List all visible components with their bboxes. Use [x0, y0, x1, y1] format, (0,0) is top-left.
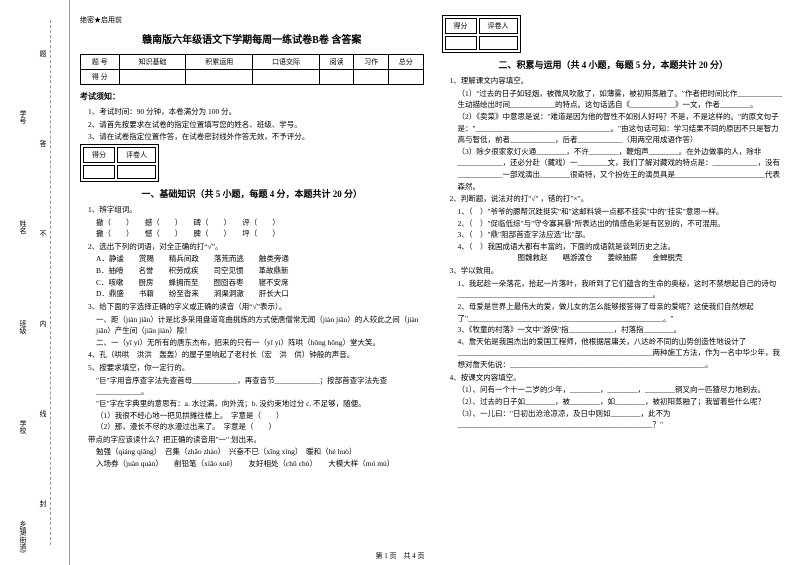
q1-line: 撒（ ） 憾（ ） 脾（ ） 坪（ ）: [96, 228, 424, 240]
s2q3-line: 2、母爱是世界上最伟大的爱，做儿女的怎么能够报答得了母亲的爱呢？这使我们自然想起…: [458, 301, 786, 324]
binding-field-township: 乡镇(街道): [18, 520, 28, 553]
score-cell: [319, 70, 354, 85]
exam-title: 赣南版六年级语文下学期每周一练试卷B卷 含答案: [80, 31, 424, 46]
s2q1-heading: 1、理解课文内容填空。: [450, 75, 786, 87]
notice-item: 1、考试时间：90 分钟，本卷满分为 100 分。: [88, 106, 424, 118]
score-header: 题 号: [81, 55, 120, 70]
q3-line: 一、距（jiàn jiān）计是比多采用盘道弯曲挑炼的方式使唐僧常无闻（jiàn…: [96, 314, 424, 337]
q4-heading: 4、孔（哄哄 洪洪 轰轰）的屋子里响起了老村长（宏 洪 供）钟般的声音。: [88, 349, 424, 361]
scorer-cell: [117, 165, 156, 179]
q5-line: （2）那，漫长不尽的水漫过出来了。 字意是（ ）: [96, 421, 424, 433]
right-column: 得分 评卷人 二、积累与运用（共 4 小题，每题 5 分，本题共计 20 分） …: [442, 15, 786, 545]
q1-heading: 1、辨字组词。: [88, 204, 424, 216]
secret-label: 绝密★启用前: [80, 15, 424, 25]
seal-char: 不: [38, 230, 48, 237]
s2q2-line: 图魏救赵 唱游渡仓 姜峡抽薪 金蝉脱壳: [458, 252, 786, 264]
q2-option: D．鼎盛 书籍 纷至沓来 涧渠洞澈 肝长大口: [96, 288, 424, 300]
page-content: 绝密★启用前 赣南版六年级语文下学期每周一练试卷B卷 含答案 题 号 知识基础 …: [80, 15, 785, 545]
table-row: 得 分: [81, 70, 424, 85]
section-1-title: 一、基础知识（共 5 小题，每题 4 分，本题共计 20 分）: [80, 187, 424, 200]
q1-line: 撤（ ） 撼（ ） 碑（ ） 评（ ）: [96, 217, 424, 229]
notice-item: 3、请在试卷指定位置作答，在试卷密封线外作答无效，不予评分。: [88, 131, 424, 143]
q6-line: 入场券（juàn quàn） 削铅笔（xiāo xuē） 友好相处（chǔ ch…: [96, 458, 424, 470]
binding-dashed-line: [50, 20, 51, 545]
seal-char: 线: [38, 410, 48, 417]
scorer-box: 得分 评卷人: [80, 144, 159, 182]
notice-heading: 考试须知：: [80, 91, 424, 102]
s2q4-heading: 4、按课文内容填空。: [450, 372, 786, 384]
q5-line: （1）我很不经心地一把见拱摊往楼上。 字意是（ ）: [96, 410, 424, 422]
q6-line: 勉强（qiáng qiǎng） 召集（zhāo zhào） 兴奋不已（xīng …: [96, 446, 424, 458]
s2q3-line: 3、《牧童的村落》一文中"游侠"指____________，村落指_______…: [458, 324, 786, 336]
s2q2-line: 3、（ ）"鼎"阻部首查字法应选"比"部。: [458, 229, 786, 241]
score-cell: [253, 70, 320, 85]
scorer-label: 得分: [83, 147, 115, 163]
score-header: 习作: [354, 55, 389, 70]
scorer-box: 得分 评卷人: [442, 15, 521, 53]
binding-field-class: 班级: [18, 320, 28, 334]
score-header: 总分: [388, 55, 423, 70]
seal-char: 内: [38, 320, 48, 327]
score-cell: [119, 70, 186, 85]
q2-option: B．抽噎 名誉 积劳成疾 司空见惯 革故鼎新: [96, 265, 424, 277]
score-label: 得 分: [81, 70, 120, 85]
score-cell: [388, 70, 423, 85]
s2q4-line: （2）、过去的日子如________，被________，如________，被…: [458, 396, 786, 408]
seal-char: 答: [38, 140, 48, 147]
binding-margin: 乡镇(街道) 学校 班级 姓名 学号 封 线 内 不 答 题: [0, 0, 70, 565]
binding-field-id: 学号: [18, 110, 28, 124]
seal-char: 题: [38, 50, 48, 57]
binding-field-school: 学校: [18, 420, 28, 434]
score-cell: [186, 70, 253, 85]
s2q1-line: （3）除夕很家家灯火通________，不许________，鞭炮声______…: [458, 146, 786, 193]
s2q4-line: （1）、问有一个十一二岁的少年，________，________，______…: [458, 384, 786, 396]
score-header: 口语交际: [253, 55, 320, 70]
left-column: 绝密★启用前 赣南版六年级语文下学期每周一练试卷B卷 含答案 题 号 知识基础 …: [80, 15, 424, 545]
scorer-cell: [479, 36, 518, 50]
s2q2-heading: 2、判断题，说法对的打"√" ，错的打"×"。: [450, 193, 786, 205]
page-footer: 第 1 页 共 4 页: [0, 551, 800, 561]
notice-item: 2、请首先按要求在试卷的指定位置填写您的姓名、班级、学号。: [88, 119, 424, 131]
q6-heading: 带点的字应该读什么？把正确的读音用"一" 划出来。: [88, 434, 424, 446]
q3-line: 二、一（yī yì）无所有的唐东杰布，招来的只有一（yī yì）阵哄（hǒng …: [96, 337, 424, 349]
score-cell: [354, 70, 389, 85]
q2-heading: 2、选出下列的词语，对全正确的打“√”。: [88, 241, 424, 253]
binding-field-name: 姓名: [18, 220, 28, 234]
s2q3-line: 1、我起趁一朵落花，拾起一片落叶，我听到了它们蕴含的生命的奥秘，这时不禁想起自己…: [458, 278, 786, 301]
scorer-cell: [83, 165, 115, 179]
score-table: 题 号 知识基础 积累运用 口语交际 阅读 习作 总分 得 分: [80, 54, 424, 85]
scorer-label: 评卷人: [117, 147, 156, 163]
s2q2-line: 4、（ ）我国成语大都有丰富的，下面的成语就是谈到历史之法。: [458, 241, 786, 253]
q3-heading: 3、给下面的字选择正确的字义或正确的读音（用“√”表示）。: [88, 301, 424, 313]
score-header: 知识基础: [119, 55, 186, 70]
s2q3-line: 4、詹天佑是我国杰出的爱国工程师，他根据居庸关，八达岭不同的山势创造性地设计了_…: [458, 336, 786, 371]
table-row: 题 号 知识基础 积累运用 口语交际 阅读 习作 总分: [81, 55, 424, 70]
q5-heading: 5、按要求填空，你一定行的。: [88, 362, 424, 374]
score-header: 积累运用: [186, 55, 253, 70]
s2q2-line: 1、（ ）"爷爷的腮帮沉跬挺实"和"这邮料袋一点都不挂实"中的"挂实"意思一样。: [458, 206, 786, 218]
s2q2-line: 2、（ ）"促临低综"与"守令寡其暴"所表达出的情感色彩是有区别的，不可混用。: [458, 218, 786, 230]
section-2-title: 二、积累与运用（共 4 小题，每题 5 分，本题共计 20 分）: [442, 58, 786, 71]
q5-line: "巨"字在字典里的意思有：a. 水过满，向外流；b. 没约束地过分 c. 不足够…: [96, 398, 424, 410]
s2q3-heading: 3、学以致用。: [450, 265, 786, 277]
s2q1-line: （2）《卖菜》中意思是说："难道是因为他的智性不如别人好吗？不是，不是这样的。"…: [458, 111, 786, 146]
scorer-label: 得分: [445, 18, 477, 34]
scorer-label: 评卷人: [479, 18, 518, 34]
q5-line: "巨"字用音序查字法先查首母____________，再查音节_________…: [96, 375, 424, 398]
s2q4-line: （3）、一儿曰："日初出沧沧凉凉，及日中则如________，此不为______…: [458, 408, 786, 431]
q2-option: A．静谧 赏赐 精兵间政 落荒而逃 触类旁通: [96, 253, 424, 265]
score-header: 阅读: [319, 55, 354, 70]
s2q1-line: （1）"过去的日子如轻烟，被微风吹散了，如薄雾，被初阳蒸融了。"作者把时间比作_…: [458, 88, 786, 111]
scorer-cell: [445, 36, 477, 50]
seal-char: 封: [38, 500, 48, 507]
q2-option: C．咳嗽 厨房 蜂拥而至 囫囵吞枣 寝不安席: [96, 277, 424, 289]
